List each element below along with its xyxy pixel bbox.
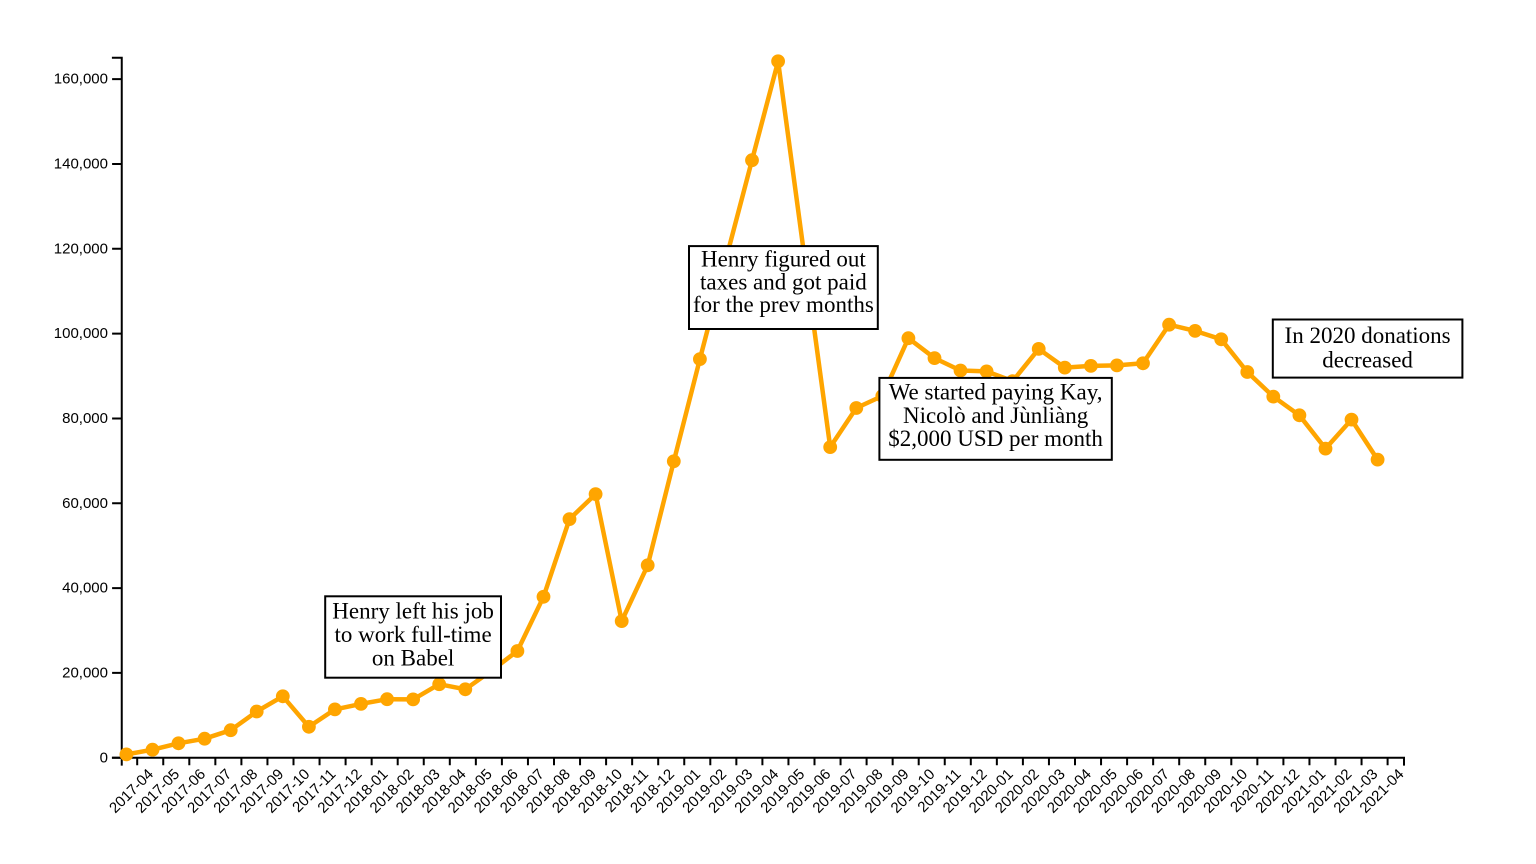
svg-text:$2,000 USD per month: $2,000 USD per month <box>888 426 1103 451</box>
svg-text:140,000: 140,000 <box>54 156 108 173</box>
svg-text:taxes and got paid: taxes and got paid <box>700 269 867 294</box>
svg-text:0: 0 <box>100 749 108 766</box>
svg-text:60,000: 60,000 <box>62 495 108 512</box>
svg-text:Henry figured out: Henry figured out <box>701 246 866 271</box>
svg-text:80,000: 80,000 <box>62 410 108 427</box>
svg-text:Nicolò and Jùnliàng: Nicolò and Jùnliàng <box>903 403 1089 428</box>
svg-text:decreased: decreased <box>1322 348 1413 373</box>
svg-text:for the prev months: for the prev months <box>693 292 874 317</box>
svg-text:20,000: 20,000 <box>62 665 108 682</box>
svg-text:We started paying Kay,: We started paying Kay, <box>889 380 1103 405</box>
svg-text:160,000: 160,000 <box>54 71 108 88</box>
svg-text:100,000: 100,000 <box>54 325 108 342</box>
svg-text:to work full-time: to work full-time <box>335 622 492 647</box>
svg-text:120,000: 120,000 <box>54 240 108 257</box>
svg-text:on Babel: on Babel <box>372 645 454 670</box>
svg-text:In 2020 donations: In 2020 donations <box>1285 323 1451 348</box>
svg-text:40,000: 40,000 <box>62 580 108 597</box>
svg-text:Henry left his job: Henry left his job <box>332 598 494 623</box>
